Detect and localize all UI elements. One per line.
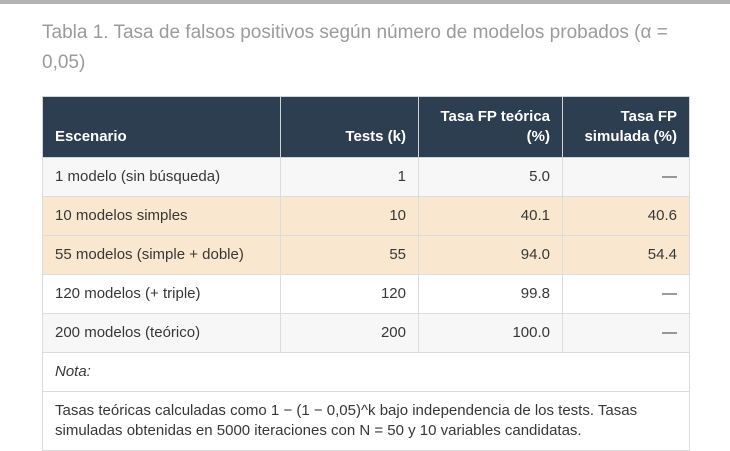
table-row: 120 modelos (+ triple) 120 99.8 — xyxy=(42,274,690,314)
header-tasa-fp-teorica: Tasa FP teórica (%) xyxy=(418,96,563,158)
cell-simulada: 54.4 xyxy=(562,235,690,275)
table-row: 10 modelos simples 10 40.1 40.6 xyxy=(42,196,690,236)
cell-teorica: 100.0 xyxy=(418,313,563,353)
false-positive-rate-table: Escenario Tests (k) Tasa FP teórica (%) … xyxy=(42,96,690,451)
top-border-bar xyxy=(0,0,730,4)
cell-tests: 200 xyxy=(280,313,419,353)
cell-tests: 1 xyxy=(280,157,419,197)
note-text-row: Tasas teóricas calculadas como 1 − (1 − … xyxy=(42,391,690,451)
note-text: Tasas teóricas calculadas como 1 − (1 − … xyxy=(42,391,690,451)
header-row: Escenario Tests (k) Tasa FP teórica (%) … xyxy=(42,96,690,158)
cell-simulada: — xyxy=(562,274,690,314)
header-tasa-fp-simulada: Tasa FP simulada (%) xyxy=(562,96,690,158)
cell-escenario: 1 modelo (sin búsqueda) xyxy=(42,157,281,197)
cell-escenario: 55 modelos (simple + doble) xyxy=(42,235,281,275)
document-page: Tabla 1. Tasa de falsos positivos según … xyxy=(0,4,730,451)
header-escenario: Escenario xyxy=(42,96,281,158)
cell-teorica: 5.0 xyxy=(418,157,563,197)
cell-escenario: 120 modelos (+ triple) xyxy=(42,274,281,314)
cell-tests: 10 xyxy=(280,196,419,236)
cell-teorica: 40.1 xyxy=(418,196,563,236)
note-label-row: Nota: xyxy=(42,352,690,392)
cell-teorica: 99.8 xyxy=(418,274,563,314)
table-row: 55 modelos (simple + doble) 55 94.0 54.4 xyxy=(42,235,690,275)
table-caption: Tabla 1. Tasa de falsos positivos según … xyxy=(42,22,668,73)
cell-teorica: 94.0 xyxy=(418,235,563,275)
cell-escenario: 200 modelos (teórico) xyxy=(42,313,281,353)
cell-simulada: 40.6 xyxy=(562,196,690,236)
cell-tests: 120 xyxy=(280,274,419,314)
table-row: 200 modelos (teórico) 200 100.0 — xyxy=(42,313,690,353)
note-label: Nota: xyxy=(42,352,690,392)
cell-simulada: — xyxy=(562,313,690,353)
header-tests-k: Tests (k) xyxy=(280,96,419,158)
cell-tests: 55 xyxy=(280,235,419,275)
table-row: 1 modelo (sin búsqueda) 1 5.0 — xyxy=(42,157,690,197)
cell-simulada: — xyxy=(562,157,690,197)
cell-escenario: 10 modelos simples xyxy=(42,196,281,236)
